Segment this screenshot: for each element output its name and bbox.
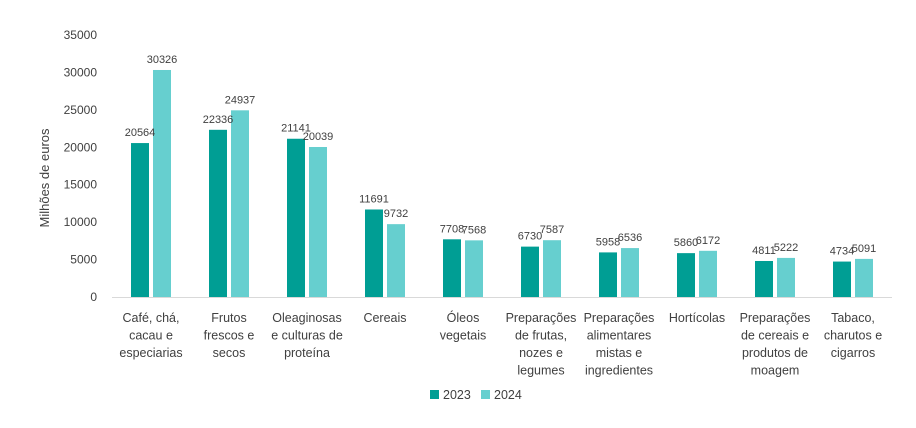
bar-2024 <box>543 240 561 297</box>
data-label-2023: 22336 <box>203 114 234 126</box>
data-label-2024: 24937 <box>225 94 256 106</box>
category-label: Preparações de cereais e produtos de moagem <box>740 311 811 378</box>
data-label-2023: 6730 <box>518 231 542 243</box>
category-label: Oleaginosas e culturas de proteína <box>271 311 343 360</box>
y-axis-ticks: 0 5000 10000 15000 20000 25000 30000 35000 <box>64 28 98 304</box>
category-label: Frutos frescos e secos <box>204 311 255 360</box>
category-label: Óleos vegetais <box>440 310 487 343</box>
bar-2024 <box>153 69 171 298</box>
bar-2023 <box>599 252 617 297</box>
category-labels: Café, chá, cacau e especiarias Frutos fresco… <box>119 310 882 378</box>
legend-label-2023: 2023 <box>443 388 471 402</box>
data-label-2024: 6536 <box>618 232 642 244</box>
category-label: Preparações de frutas, nozes e legumes <box>506 311 577 378</box>
bar-2023 <box>833 261 851 297</box>
data-label-2024: 7568 <box>462 224 486 236</box>
y-tick-label: 5000 <box>70 253 97 267</box>
category-label: Tabaco, charutos e cigarros <box>824 311 882 360</box>
bar-2024 <box>777 257 795 297</box>
bar-2024 <box>231 110 249 298</box>
y-axis-label: Milhões de euros <box>37 128 52 227</box>
y-tick-label: 0 <box>90 290 97 304</box>
bar-2023 <box>209 129 227 297</box>
y-tick-label: 15000 <box>64 178 98 192</box>
bar-2023 <box>131 143 149 297</box>
bar-2024 <box>309 146 327 297</box>
data-label-2023: 11691 <box>359 193 389 205</box>
bars <box>131 69 873 298</box>
data-label-2024: 6172 <box>696 235 720 247</box>
data-label-2024: 20039 <box>303 131 334 143</box>
bar-2023 <box>677 253 695 297</box>
y-tick-label: 20000 <box>64 140 98 154</box>
data-label-2023: 4734 <box>830 246 854 258</box>
legend-swatch-2024 <box>481 390 490 399</box>
bar-2024 <box>465 240 483 297</box>
data-label-2024: 5222 <box>774 242 798 254</box>
data-label-2023: 7708 <box>440 223 464 235</box>
data-label-2024: 9732 <box>384 208 408 220</box>
bar-2024 <box>855 258 873 297</box>
category-label: Preparações alimentares mistas e ingredient… <box>584 311 655 378</box>
category-label: Hortícolas <box>669 311 725 325</box>
data-label-2024: 7587 <box>540 224 564 236</box>
bar-2024 <box>699 250 717 297</box>
bar-2023 <box>521 246 539 297</box>
legend-swatch-2023 <box>430 390 439 399</box>
category-label: Cereais <box>363 311 406 325</box>
bar-2023 <box>755 260 773 297</box>
data-label-2023: 4811 <box>752 245 776 257</box>
data-label-2024: 5091 <box>852 243 876 255</box>
legend: 2023 2024 <box>430 388 522 402</box>
y-tick-label: 25000 <box>64 103 98 117</box>
data-label-2023: 21141 <box>281 123 311 135</box>
bar-2023 <box>365 209 383 297</box>
bar-2023 <box>287 138 305 297</box>
bar-2024 <box>387 224 405 297</box>
category-label: Café, chá, cacau e especiarias <box>119 311 182 360</box>
data-label-2023: 20564 <box>125 127 156 139</box>
data-label-2023: 5860 <box>674 237 698 249</box>
data-label-2024: 30326 <box>147 54 178 66</box>
legend-label-2024: 2024 <box>494 388 522 402</box>
data-label-2023: 5958 <box>596 236 620 248</box>
y-tick-label: 30000 <box>64 65 98 79</box>
y-tick-label: 35000 <box>64 28 98 42</box>
bar-2024 <box>621 248 639 297</box>
bar-2023 <box>443 239 461 297</box>
y-tick-label: 10000 <box>64 215 98 229</box>
